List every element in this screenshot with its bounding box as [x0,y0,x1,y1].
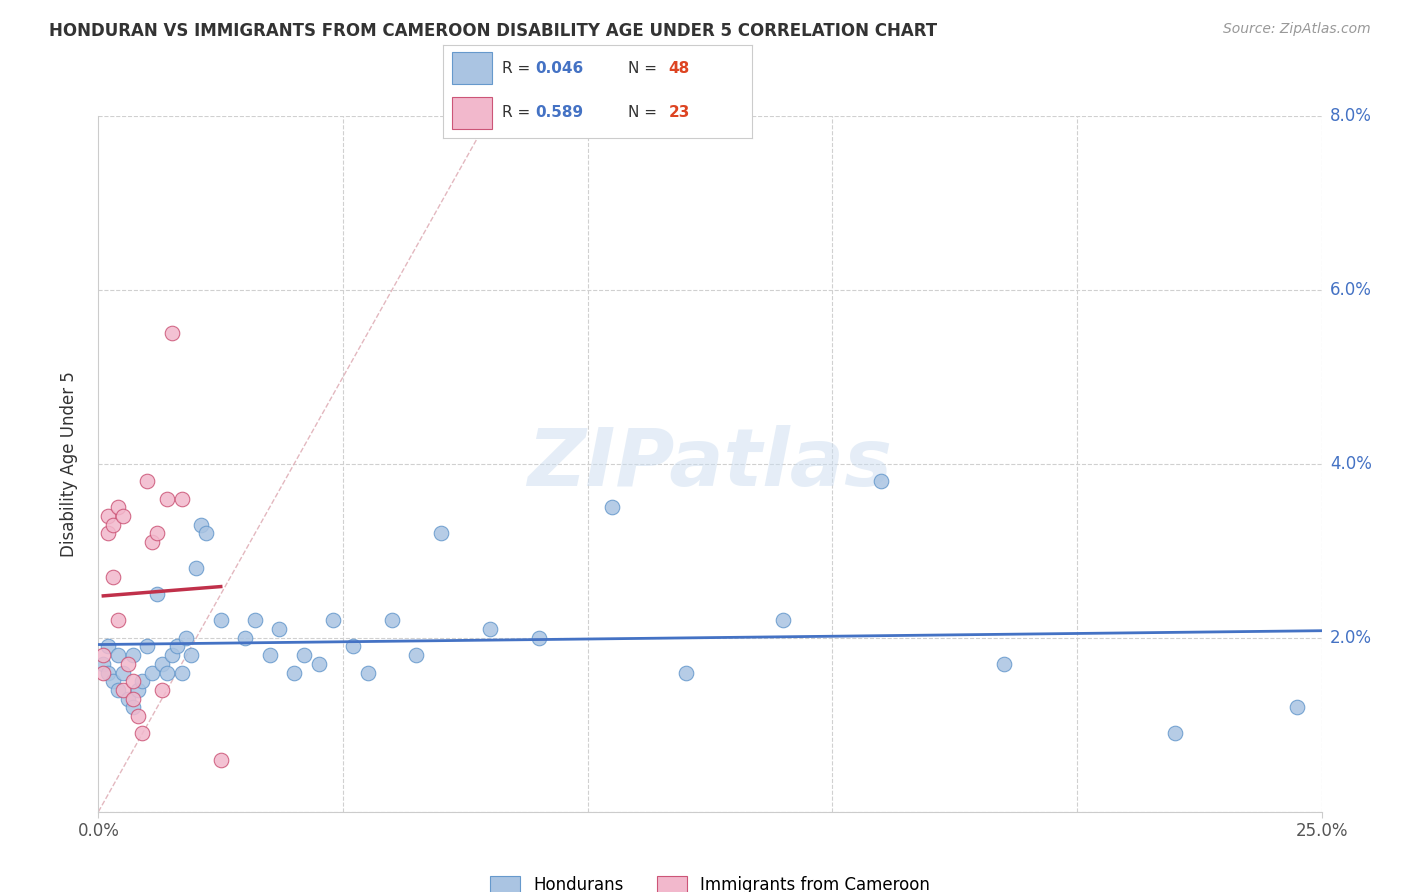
Point [117,657,139,671]
Point [405,648,427,662]
Point [156,491,179,506]
Point [430,526,453,541]
Point [141,535,163,549]
Text: Source: ZipAtlas.com: Source: ZipAtlas.com [1223,22,1371,37]
Point [101,674,124,689]
Point [107,648,129,662]
Point [150,657,173,671]
Point [381,614,404,628]
Point [131,674,153,689]
Point [111,665,134,680]
Point [356,665,378,680]
Point [127,683,149,698]
Text: 0.046: 0.046 [536,61,583,76]
Point [127,709,149,723]
Point [121,674,143,689]
Point [141,665,163,680]
Text: ZIPatlas: ZIPatlas [527,425,893,503]
Text: 4.0%: 4.0% [1330,455,1372,473]
Point [478,622,501,636]
Point [91,665,114,680]
Point [91,657,114,671]
Point [190,517,212,532]
Point [209,614,232,628]
Point [322,614,344,628]
Point [111,508,134,523]
Point [170,491,193,506]
Point [146,587,169,601]
Point [186,561,208,575]
FancyBboxPatch shape [453,97,492,129]
Legend: Hondurans, Immigrants from Cameroon: Hondurans, Immigrants from Cameroon [489,876,931,892]
Text: 48: 48 [669,61,690,76]
Point [342,640,364,654]
Point [91,648,114,662]
Text: 8.0%: 8.0% [1330,107,1372,125]
Point [1164,726,1187,740]
Point [136,640,159,654]
Point [259,648,281,662]
Point [107,614,129,628]
Point [993,657,1015,671]
Point [97,526,120,541]
Point [131,726,153,740]
Point [101,570,124,584]
Point [111,683,134,698]
Y-axis label: Disability Age Under 5: Disability Age Under 5 [59,371,77,557]
Text: 0.589: 0.589 [536,105,583,120]
Point [160,648,183,662]
Point [176,631,198,645]
Point [150,683,173,698]
Point [97,640,120,654]
Point [527,631,550,645]
Point [97,508,120,523]
Point [136,475,159,489]
Point [180,648,202,662]
Point [107,683,129,698]
Point [97,665,120,680]
Point [283,665,305,680]
Text: 6.0%: 6.0% [1330,281,1372,299]
Point [195,526,218,541]
Point [121,691,143,706]
Text: N =: N = [628,61,662,76]
Point [101,517,124,532]
Point [243,614,266,628]
Point [870,475,893,489]
Text: R =: R = [502,105,534,120]
Point [772,614,794,628]
Point [117,691,139,706]
Point [107,500,129,515]
Point [269,622,291,636]
Point [156,665,179,680]
Point [292,648,315,662]
Text: 2.0%: 2.0% [1330,629,1372,647]
Point [209,753,232,767]
Point [121,700,143,714]
Text: N =: N = [628,105,662,120]
Point [1286,700,1309,714]
Point [675,665,697,680]
Point [600,500,623,515]
Point [166,640,188,654]
Point [121,648,143,662]
Point [308,657,330,671]
Point [146,526,169,541]
Text: 23: 23 [669,105,690,120]
Point [233,631,256,645]
Point [160,326,183,341]
FancyBboxPatch shape [453,52,492,84]
Text: R =: R = [502,61,534,76]
Text: HONDURAN VS IMMIGRANTS FROM CAMEROON DISABILITY AGE UNDER 5 CORRELATION CHART: HONDURAN VS IMMIGRANTS FROM CAMEROON DIS… [49,22,938,40]
Point [170,665,193,680]
